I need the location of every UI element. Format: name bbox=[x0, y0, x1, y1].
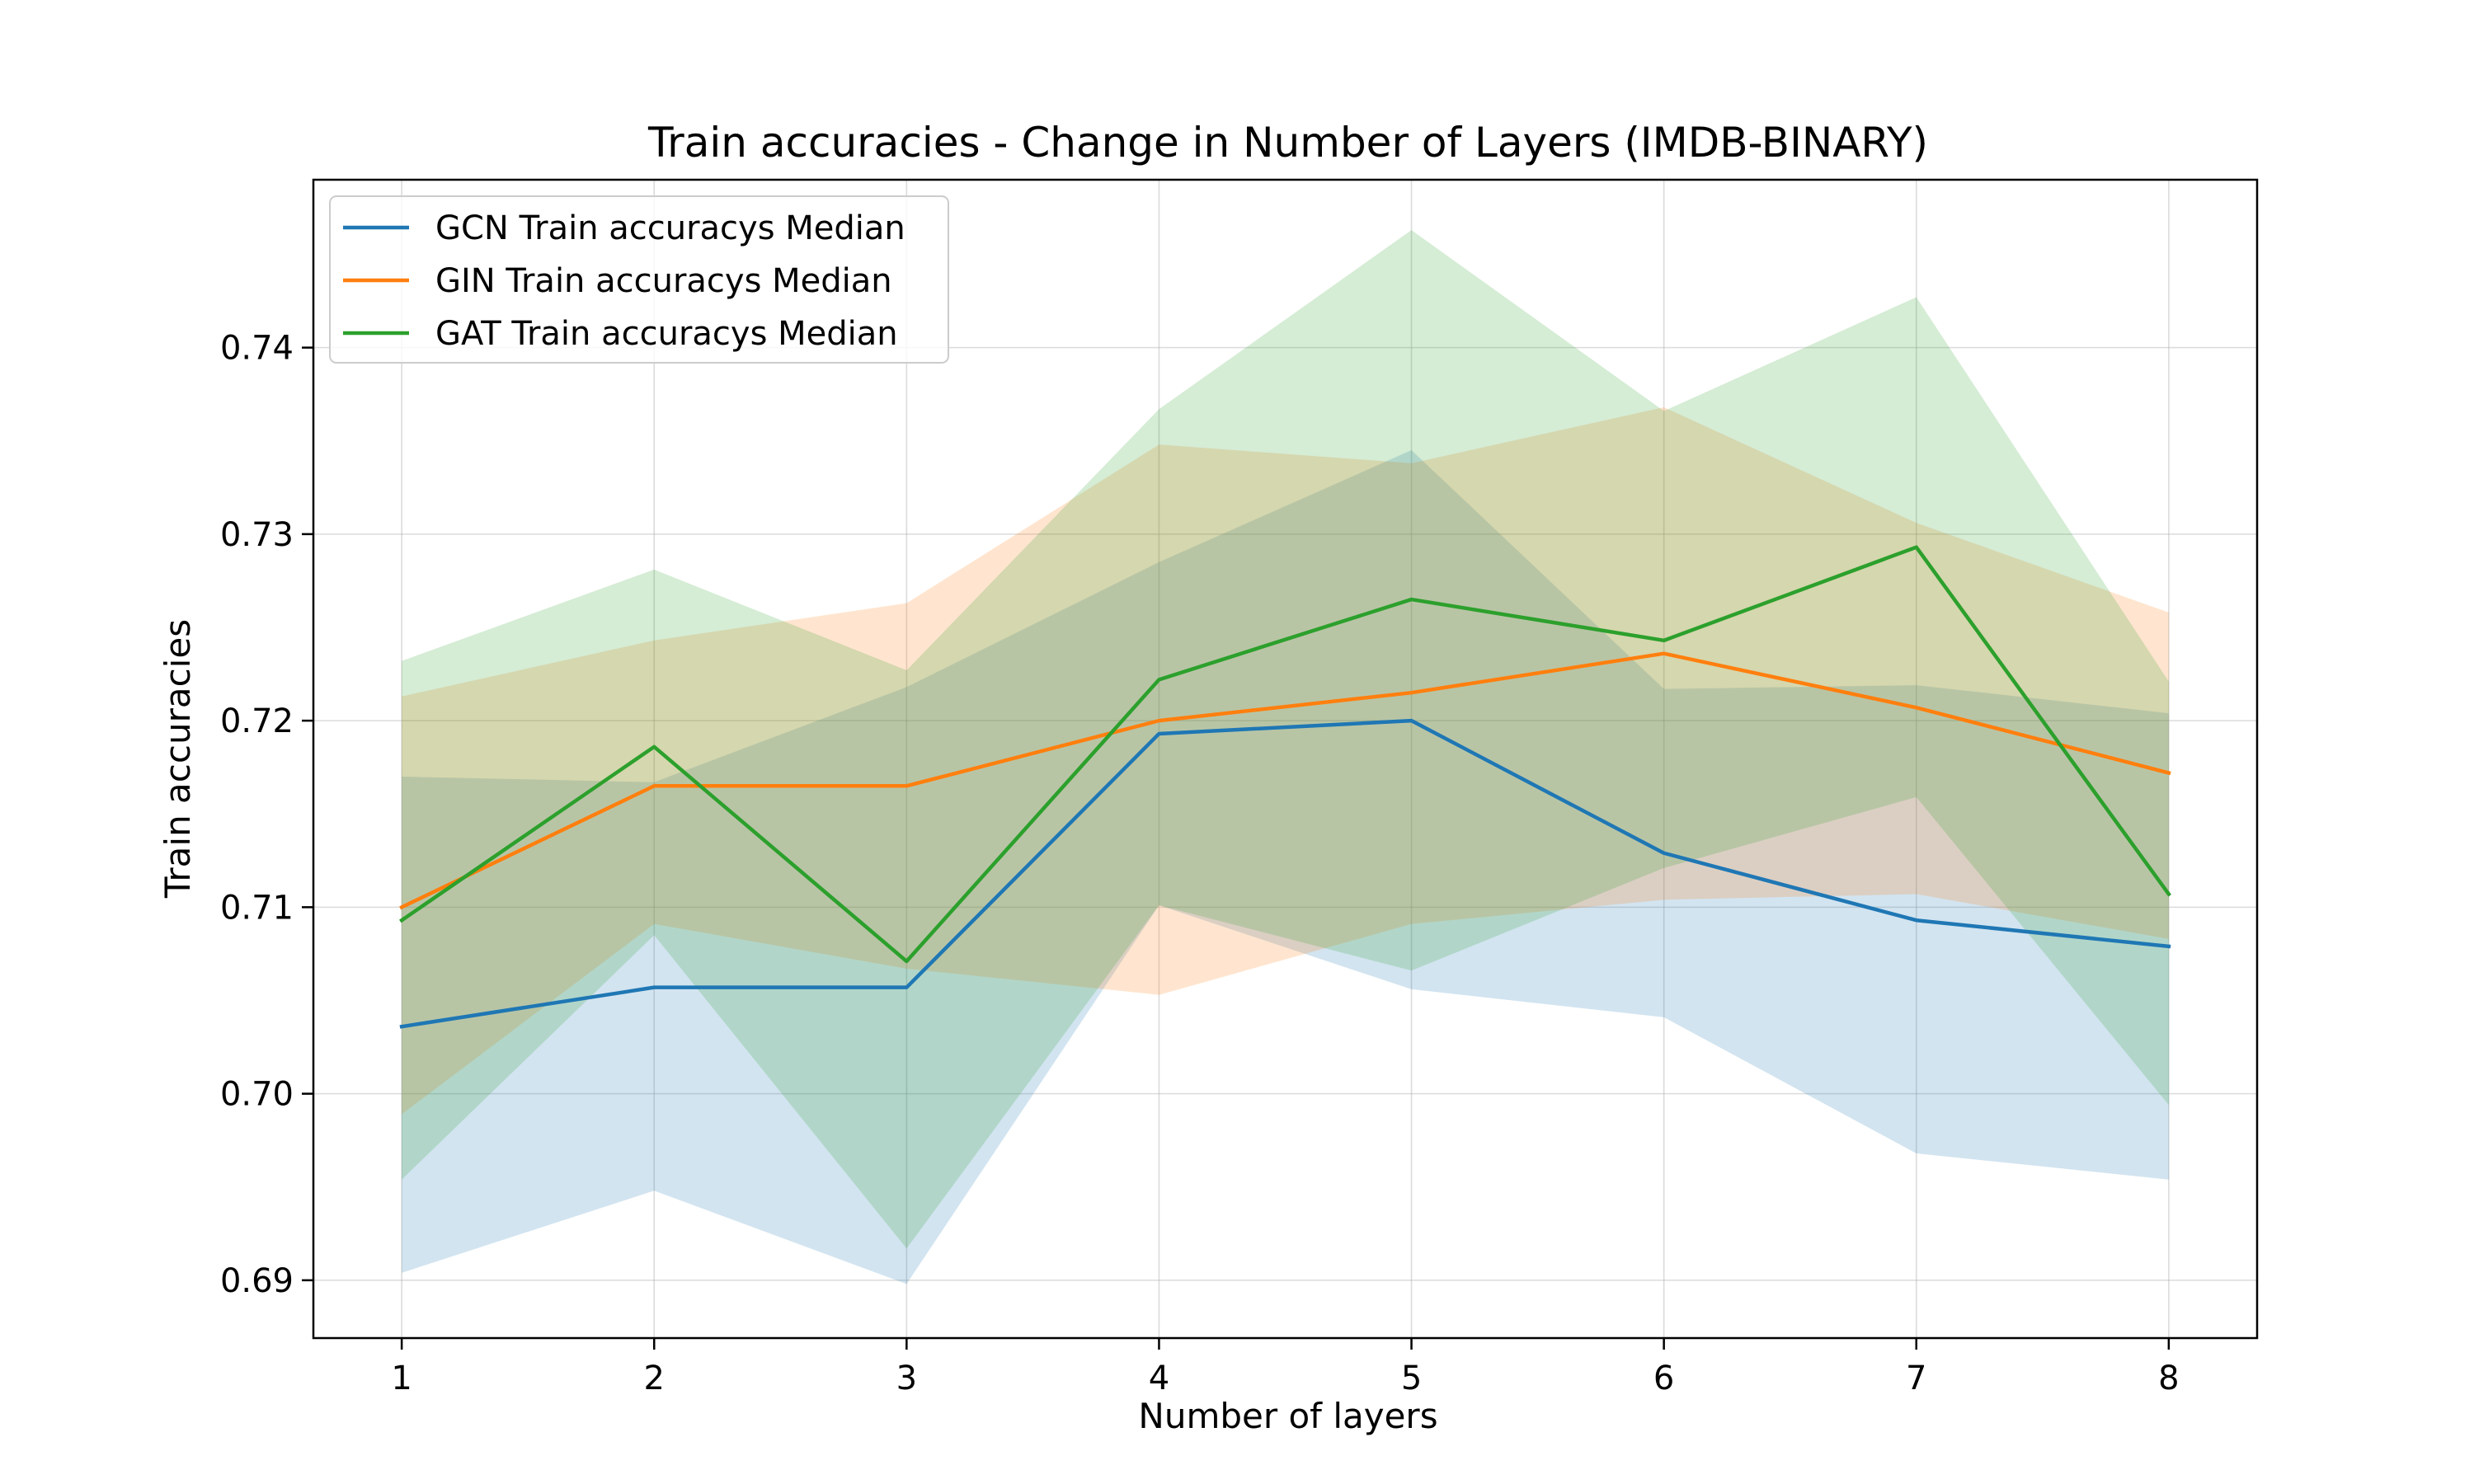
x-tick-label: 2 bbox=[644, 1360, 665, 1397]
legend-box bbox=[329, 195, 949, 364]
x-tick-label: 8 bbox=[2158, 1360, 2179, 1397]
gridlines bbox=[313, 180, 2257, 1338]
legend-entry-label: GAT Train accuracys Median bbox=[435, 315, 898, 353]
x-tick-label: 5 bbox=[1401, 1360, 1422, 1397]
x-tick-label: 3 bbox=[896, 1360, 917, 1397]
x-tick-label: 7 bbox=[1906, 1360, 1926, 1397]
y-tick-label: 0.69 bbox=[220, 1262, 294, 1300]
legend-entry-label: GCN Train accuracys Median bbox=[435, 209, 905, 247]
line-series-2 bbox=[399, 545, 2172, 964]
legend: GCN Train accuracys Median GIN Train accu… bbox=[329, 195, 949, 364]
y-tick-label: 0.70 bbox=[220, 1076, 294, 1114]
band-series-2 bbox=[402, 230, 2169, 1249]
line-series-0 bbox=[399, 718, 2171, 1029]
y-tick-label: 0.73 bbox=[220, 516, 294, 554]
y-tick-label: 0.74 bbox=[220, 330, 294, 368]
band-series-0 bbox=[402, 450, 2169, 1284]
legend-entry-label: GIN Train accuracys Median bbox=[435, 262, 892, 300]
series-lines bbox=[399, 545, 2172, 1029]
plot-frame bbox=[312, 178, 2259, 1340]
x-tick-label: 6 bbox=[1653, 1360, 1674, 1397]
x-tick-label: 1 bbox=[391, 1360, 412, 1397]
x-axis-label: Number of layers bbox=[1138, 1396, 1437, 1436]
x-tick-label: 4 bbox=[1149, 1360, 1169, 1397]
y-tick-label: 0.72 bbox=[220, 702, 294, 740]
band-series-1 bbox=[402, 407, 2169, 1115]
y-axis-label: Train accuracies bbox=[158, 619, 198, 899]
chart-title: Train accuracies - Change in Number of L… bbox=[647, 119, 1928, 167]
confidence-bands bbox=[402, 230, 2169, 1284]
line-series-1 bbox=[399, 651, 2171, 910]
x-axis-ticks: 1 2 3 4 5 6 7 8 bbox=[391, 1338, 2180, 1397]
y-tick-label: 0.71 bbox=[220, 889, 294, 927]
y-axis-ticks: 0.69 0.70 0.71 0.72 0.73 0.74 bbox=[220, 330, 313, 1300]
